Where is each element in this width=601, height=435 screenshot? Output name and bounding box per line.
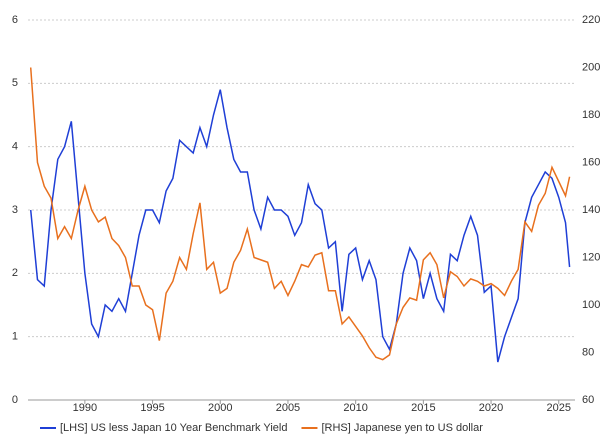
x-tick-label: 1995	[140, 402, 164, 414]
y2-tick-label: 80	[582, 346, 594, 358]
legend-label: [RHS] Japanese yen to US dollar	[321, 422, 483, 434]
x-tick-label: 2025	[547, 402, 571, 414]
x-tick-label: 2010	[343, 402, 367, 414]
y2-tick-label: 100	[582, 299, 600, 311]
x-tick-label: 2015	[411, 402, 435, 414]
y-tick-label: 1	[12, 331, 18, 343]
y-tick-label: 5	[12, 77, 18, 89]
y-tick-label: 0	[12, 394, 18, 406]
y-tick-label: 4	[12, 141, 18, 153]
x-tick-label: 2005	[276, 402, 300, 414]
y2-tick-label: 200	[582, 61, 600, 73]
y-tick-label: 6	[12, 14, 18, 26]
x-tick-label: 2000	[208, 402, 232, 414]
y2-tick-label: 180	[582, 109, 600, 121]
y-tick-label: 3	[12, 204, 18, 216]
y2-tick-label: 60	[582, 394, 594, 406]
y2-tick-label: 120	[582, 251, 600, 263]
y2-tick-label: 160	[582, 156, 600, 168]
series-line	[29, 89, 571, 363]
y-tick-label: 2	[12, 267, 18, 279]
y2-tick-label: 220	[582, 14, 600, 26]
x-tick-label: 2020	[479, 402, 503, 414]
y2-tick-label: 140	[582, 204, 600, 216]
series-line	[29, 67, 571, 361]
x-tick-label: 1990	[73, 402, 97, 414]
legend-label: [LHS] US less Japan 10 Year Benchmark Yi…	[60, 422, 287, 434]
